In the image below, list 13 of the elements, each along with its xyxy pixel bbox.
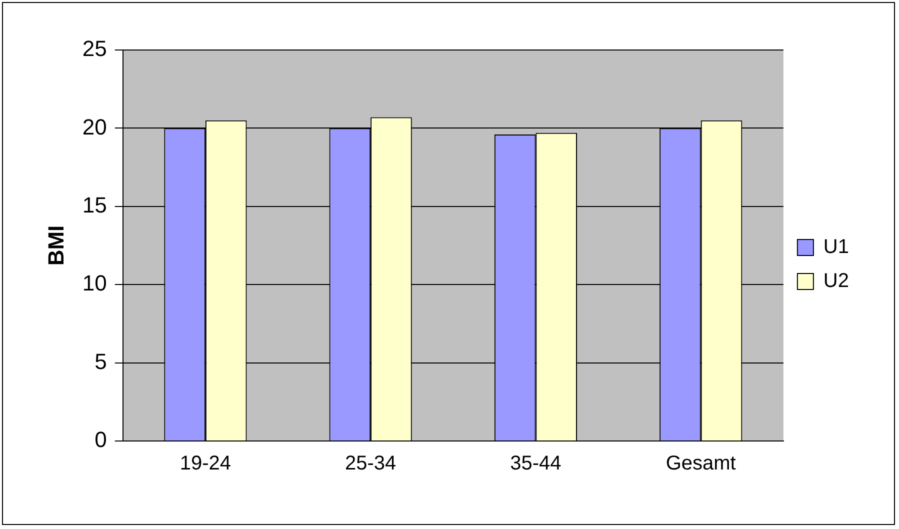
legend-label: U1 [823,236,850,258]
y-tick-label: 0 [94,427,107,452]
y-tick-label: 15 [82,192,107,218]
y-tick-label: 5 [94,348,107,374]
y-tick-label: 25 [82,36,107,62]
legend-label: U2 [823,270,850,292]
y-tick-label: 10 [82,270,107,296]
y-axis-title: BMI [43,225,68,266]
x-tick-label: 35-44 [510,452,562,475]
x-tick-label: 19-24 [180,452,232,475]
x-tick-label: Gesamt [666,452,736,475]
x-tick-label: 25-34 [345,452,396,475]
y-tick-label: 20 [82,114,107,140]
